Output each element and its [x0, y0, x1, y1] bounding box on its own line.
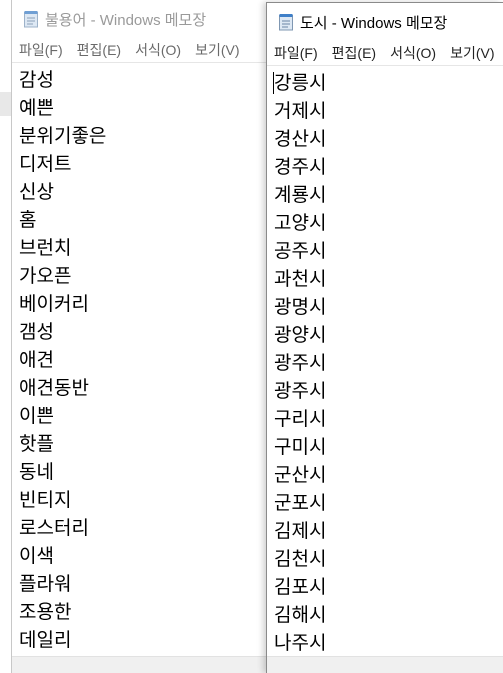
notepad-window-cities[interactable]: 도시 - Windows 메모장 파일(F) 편집(E) 서식(O) 보기(V)…	[266, 2, 503, 673]
menu-edit[interactable]: 편집(E)	[76, 42, 122, 58]
text-line: 신상	[19, 181, 54, 203]
text-line: 브런치	[19, 237, 72, 259]
text-line: 핫플	[19, 433, 54, 455]
text-line: 강릉시	[274, 72, 327, 94]
notepad-icon	[279, 14, 293, 31]
title-bar[interactable]: 도시 - Windows 메모장	[267, 3, 503, 41]
text-line: 광주시	[274, 352, 327, 374]
text-line: 구리시	[274, 408, 327, 430]
text-line: 예쁜	[19, 97, 54, 119]
text-line: 조용한	[19, 601, 72, 623]
text-line: 광주시	[274, 380, 327, 402]
text-line: 이색	[19, 545, 54, 567]
text-line: 가오픈	[19, 265, 72, 287]
horizontal-scrollbar[interactable]	[12, 656, 273, 673]
text-line: 로스터리	[19, 517, 89, 539]
text-line: 광양시	[274, 324, 327, 346]
text-line: 계룡시	[274, 184, 327, 206]
text-caret	[273, 72, 274, 94]
text-line: 과천시	[274, 268, 327, 290]
horizontal-scrollbar[interactable]	[267, 656, 503, 673]
menu-file[interactable]: 파일(F)	[19, 42, 63, 58]
text-line: 광명시	[274, 296, 327, 318]
text-line: 군산시	[274, 464, 327, 486]
text-line: 고양시	[274, 212, 327, 234]
text-line: 구미시	[274, 436, 327, 458]
text-editor[interactable]: 강릉시 거제시 경산시 경주시 계룡시 고양시 공주시 과천시 광명시 광양시 …	[267, 66, 503, 657]
text-line: 애견	[19, 349, 54, 371]
menu-bar: 파일(F) 편집(E) 서식(O) 보기(V)	[12, 38, 273, 63]
menu-format[interactable]: 서식(O)	[135, 42, 182, 58]
text-line: 거제시	[274, 100, 327, 122]
text-line: 경산시	[274, 128, 327, 150]
text-line: 나주시	[274, 632, 327, 654]
menu-edit[interactable]: 편집(E)	[331, 45, 377, 61]
text-line: 김포시	[274, 576, 327, 598]
menu-format[interactable]: 서식(O)	[390, 45, 437, 61]
notepad-window-stopwords[interactable]: 불용어 - Windows 메모장 파일(F) 편집(E) 서식(O) 보기(V…	[11, 0, 273, 673]
notepad-icon	[24, 11, 38, 28]
text-line: 빈티지	[19, 489, 72, 511]
text-line: 플라워	[19, 573, 72, 595]
text-line: 분위기좋은	[19, 125, 107, 147]
text-line: 동네	[19, 461, 54, 483]
text-line: 홈	[19, 209, 37, 231]
background-window-edge	[0, 0, 11, 673]
text-line: 김해시	[274, 604, 327, 626]
window-title: 도시 - Windows 메모장	[300, 14, 448, 32]
text-line: 베이커리	[19, 293, 89, 315]
window-title: 불용어 - Windows 메모장	[45, 11, 207, 29]
text-line: 김제시	[274, 520, 327, 542]
text-editor[interactable]: 감성 예쁜 분위기좋은 디저트 신상 홈 브런치 가오픈 베이커리 갬성 애견 …	[12, 63, 273, 654]
text-line: 군포시	[274, 492, 327, 514]
text-line: 경주시	[274, 156, 327, 178]
menu-view[interactable]: 보기(V)	[195, 42, 240, 58]
text-line: 애견동반	[19, 377, 89, 399]
title-bar[interactable]: 불용어 - Windows 메모장	[12, 0, 273, 38]
menu-bar: 파일(F) 편집(E) 서식(O) 보기(V)	[267, 41, 503, 66]
text-line: 이쁜	[19, 405, 54, 427]
text-line: 공주시	[274, 240, 327, 262]
text-line: 갬성	[19, 321, 54, 343]
background-window-mark	[0, 92, 11, 116]
menu-view[interactable]: 보기(V)	[450, 45, 495, 61]
text-line: 김천시	[274, 548, 327, 570]
menu-file[interactable]: 파일(F)	[274, 45, 318, 61]
text-line: 데일리	[19, 629, 72, 651]
text-line: 감성	[19, 69, 54, 91]
text-line: 디저트	[19, 153, 72, 175]
